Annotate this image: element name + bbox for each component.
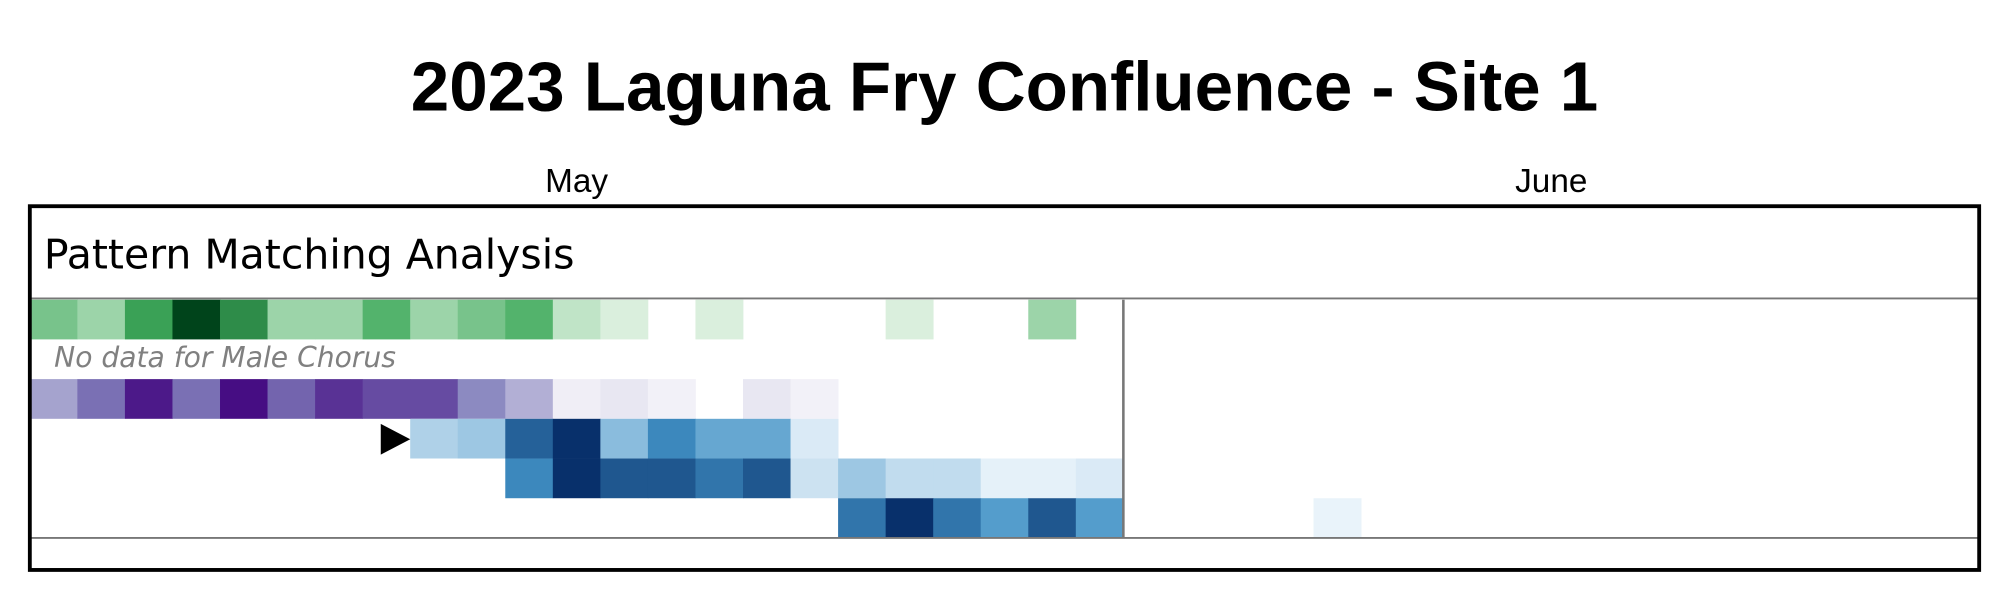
heat-cell — [1028, 299, 1077, 340]
heat-cell — [220, 379, 268, 419]
heat-cell — [220, 299, 268, 340]
heat-cell — [838, 458, 887, 499]
heat-cell — [647, 418, 696, 459]
heat-cell — [790, 418, 839, 459]
heat-cell — [410, 379, 459, 419]
heat-cell — [77, 299, 126, 340]
heat-cell — [933, 498, 982, 538]
heat-cell — [647, 458, 696, 499]
chart-title: 2023 Laguna Fry Confluence - Site 1 — [411, 47, 1599, 125]
heat-cell — [552, 458, 601, 499]
month-label: June — [1515, 163, 1587, 200]
heat-cell — [695, 418, 744, 459]
no-data-note: No data for Male Chorus — [54, 341, 396, 374]
heat-cell — [600, 458, 649, 499]
heat-cell — [457, 299, 506, 340]
heat-cell — [172, 379, 221, 419]
heat-cell — [29, 299, 78, 340]
heat-cell — [505, 418, 554, 459]
heat-cell — [790, 458, 839, 499]
heat-cell — [267, 379, 316, 419]
heat-cell — [552, 418, 601, 459]
heat-cell — [457, 379, 506, 419]
heat-cell — [362, 379, 411, 419]
heat-cell — [505, 458, 554, 499]
heat-cell — [29, 379, 78, 419]
current-marker — [380, 423, 411, 455]
heat-cell — [1028, 498, 1077, 538]
heat-cell — [410, 299, 459, 340]
heat-cell — [505, 299, 554, 340]
heat-cell — [1028, 458, 1077, 499]
heat-cell — [315, 379, 364, 419]
heat-cell — [695, 458, 744, 499]
heat-cell — [267, 299, 316, 340]
heat-cell — [77, 379, 126, 419]
heat-cell — [885, 299, 934, 340]
heat-cell — [600, 299, 649, 340]
heat-cell — [743, 418, 791, 459]
heat-cell — [362, 299, 411, 340]
section-title: Pattern Matching Analysis — [44, 230, 575, 278]
heat-cell — [790, 379, 839, 419]
heat-cell — [457, 418, 506, 459]
heat-cell — [315, 299, 364, 340]
heat-cell — [695, 299, 744, 340]
heat-cell — [600, 418, 649, 459]
heat-cell — [838, 498, 887, 538]
heat-cell — [980, 498, 1029, 538]
heat-cell — [124, 299, 173, 340]
heat-cell — [933, 458, 982, 499]
heat-cell — [1075, 498, 1124, 538]
heat-cell — [647, 379, 696, 419]
heat-cell — [600, 379, 649, 419]
heat-cell — [124, 379, 173, 419]
heat-cell — [1075, 458, 1124, 499]
heatmap-cells — [29, 299, 1362, 538]
heat-cell — [743, 458, 791, 499]
heat-cell — [885, 498, 934, 538]
panel-border — [27, 204, 1982, 572]
heat-cell — [552, 379, 601, 419]
heat-cell — [552, 299, 601, 340]
month-label: May — [545, 163, 608, 200]
heat-cell — [743, 379, 791, 419]
heat-cell — [172, 299, 221, 340]
heat-cell — [410, 418, 459, 459]
heat-cell — [505, 379, 554, 419]
heat-cell — [885, 458, 934, 499]
heat-cell — [980, 458, 1029, 499]
heat-cell — [1313, 498, 1362, 538]
